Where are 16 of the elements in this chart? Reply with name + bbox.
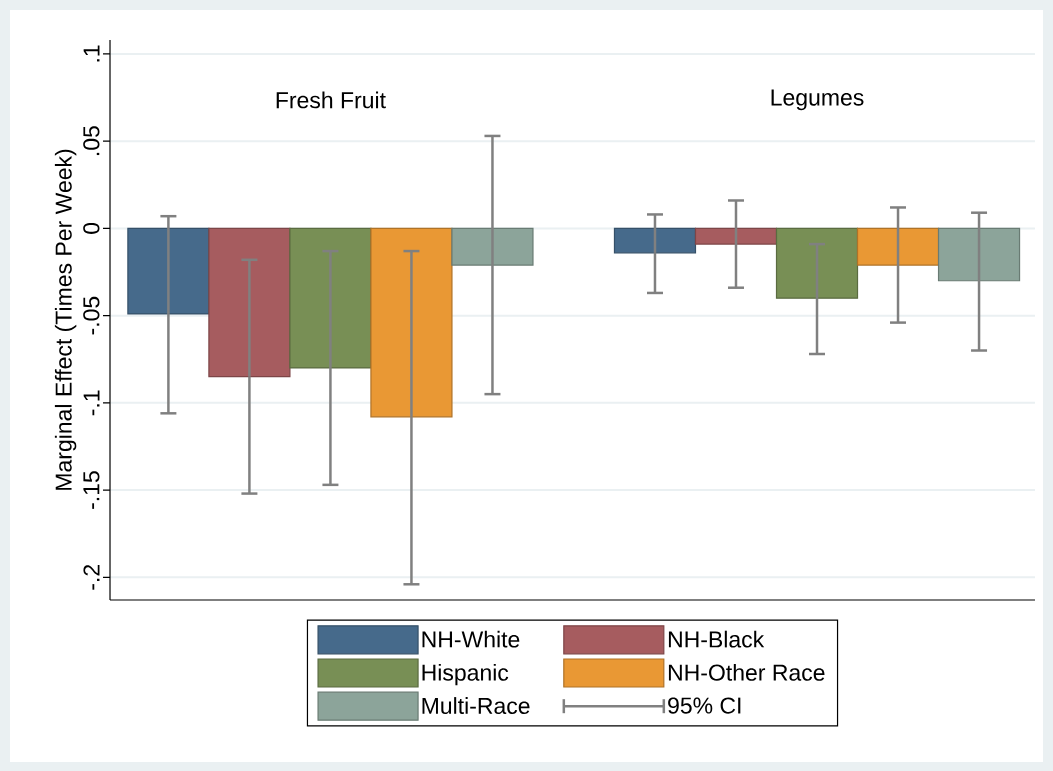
y-tick-label: .1 [83, 45, 100, 62]
legend-label: Hispanic [422, 663, 509, 686]
y-tick-label: -.2 [83, 565, 100, 590]
legend-label: Multi-Race [422, 697, 530, 714]
x-tick-label: Legumes [771, 89, 864, 111]
y-tick-label: .05 [83, 126, 100, 156]
text: 95% CI [668, 697, 741, 714]
y-tick-label: -.05 [83, 296, 100, 335]
y-tick-label: -.15 [83, 471, 100, 509]
y-axis-title: Marginal Effect (Times Per Week) [54, 149, 77, 490]
x-tick-label: Fresh Fruit [276, 91, 386, 109]
legend-label: NH-Other Race [668, 663, 825, 681]
y-tick-label: 0 [83, 222, 100, 234]
legend-label: NH-White [422, 630, 520, 648]
legend-label: NH-Black [668, 630, 765, 648]
y-tick-label: -.1 [83, 390, 100, 416]
